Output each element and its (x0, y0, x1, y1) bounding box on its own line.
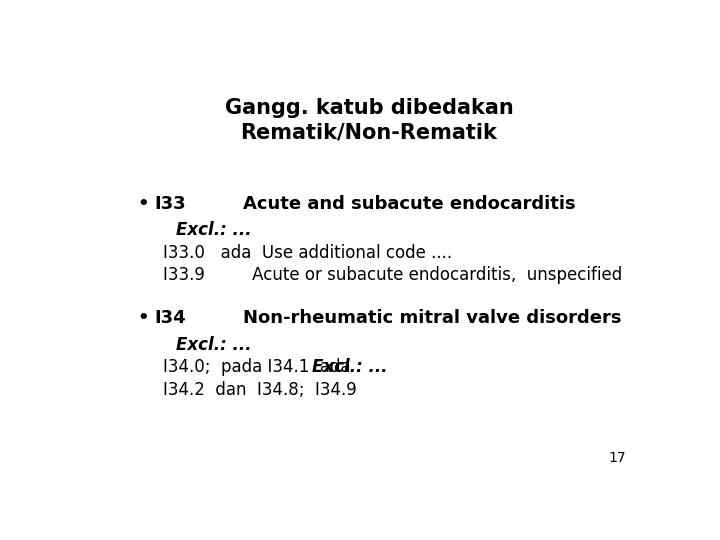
Text: I34.0;  pada I34.1  ada: I34.0; pada I34.1 ada (163, 358, 356, 376)
Text: •: • (138, 195, 149, 213)
Text: Gangg. katub dibedakan: Gangg. katub dibedakan (225, 98, 513, 118)
Text: •: • (138, 309, 149, 327)
Text: Acute and subacute endocarditis: Acute and subacute endocarditis (243, 195, 576, 213)
Text: Excl.: ...: Excl.: ... (176, 221, 252, 239)
Text: Rematik/Non-Rematik: Rematik/Non-Rematik (240, 122, 498, 142)
Text: Excl.: ...: Excl.: ... (312, 358, 387, 376)
Text: Non-rheumatic mitral valve disorders: Non-rheumatic mitral valve disorders (243, 309, 622, 327)
Text: Excl.: ...: Excl.: ... (176, 336, 252, 354)
Text: I33.9         Acute or subacute endocarditis,  unspecified: I33.9 Acute or subacute endocarditis, un… (163, 266, 622, 284)
Text: I34.2  dan  I34.8;  I34.9: I34.2 dan I34.8; I34.9 (163, 381, 356, 399)
Text: 17: 17 (608, 451, 626, 465)
Text: I33: I33 (154, 195, 186, 213)
Text: I33.0   ada  Use additional code ....: I33.0 ada Use additional code .... (163, 244, 451, 262)
Text: I34: I34 (154, 309, 186, 327)
